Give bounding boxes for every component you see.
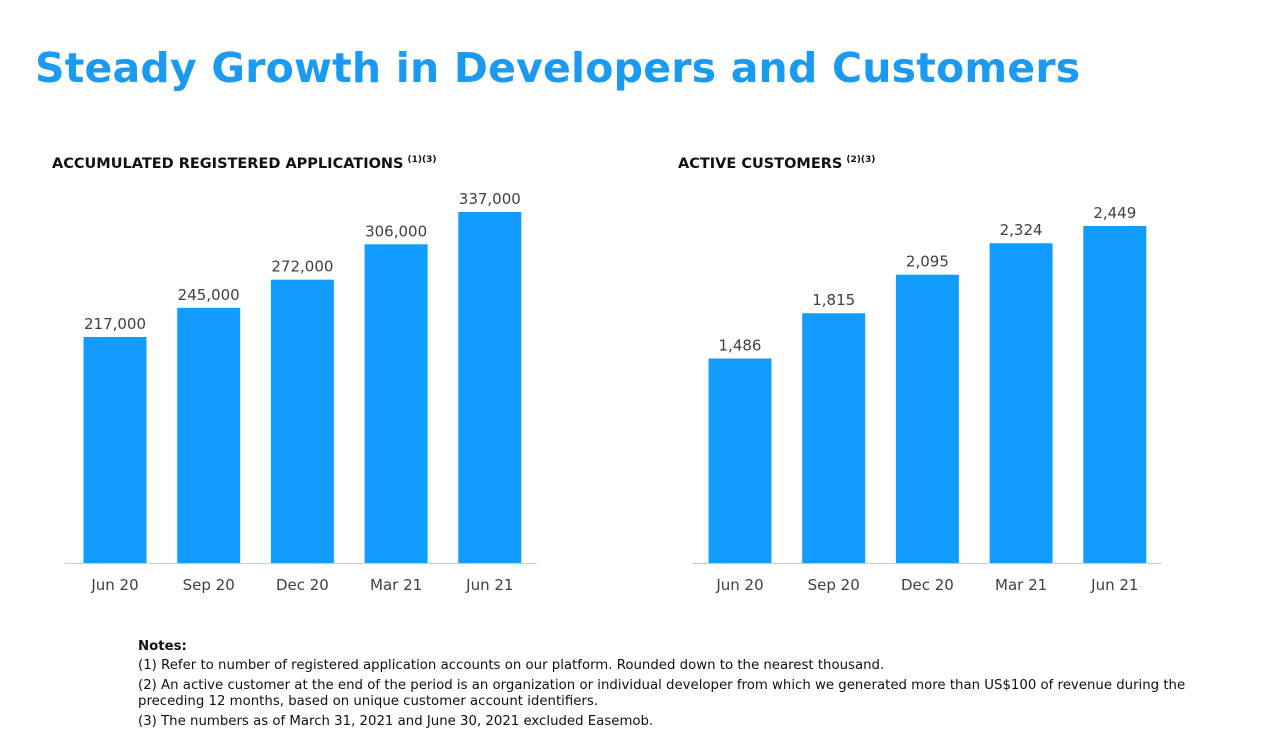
chart-title-text: ACCUMULATED REGISTERED APPLICATIONS <box>52 156 404 172</box>
chart-title-footnotes: (1)(3) <box>407 155 437 165</box>
x-tick-label: Mar 21 <box>995 576 1047 594</box>
note-3: (3) The numbers as of March 31, 2021 and… <box>138 714 654 729</box>
data-label: 272,000 <box>271 258 333 276</box>
bar <box>270 279 334 563</box>
notes-heading: Notes: <box>138 639 187 654</box>
notes: Notes: (1) Refer to number of registered… <box>138 639 1248 734</box>
x-tick-label: Sep 20 <box>808 576 860 594</box>
chart-title-applications: ACCUMULATED REGISTERED APPLICATIONS (1)(3… <box>52 155 436 172</box>
bar <box>895 274 959 563</box>
data-label: 337,000 <box>459 190 521 208</box>
bar <box>802 313 866 563</box>
x-tick-label: Jun 21 <box>465 576 513 594</box>
x-tick-label: Jun 20 <box>90 576 138 594</box>
data-label: 1,815 <box>812 291 855 309</box>
data-label: 217,000 <box>84 315 146 333</box>
x-tick-label: Sep 20 <box>183 576 235 594</box>
bar <box>83 336 147 563</box>
chart-title-customers: ACTIVE CUSTOMERS (2)(3) <box>678 155 875 172</box>
x-tick-label: Jun 21 <box>1090 576 1138 594</box>
x-tick-label: Dec 20 <box>901 576 954 594</box>
page-title: Steady Growth in Developers and Customer… <box>35 44 1081 92</box>
chart-title-footnotes: (2)(3) <box>846 155 876 165</box>
data-label: 1,486 <box>719 337 762 355</box>
bar <box>364 244 428 563</box>
data-label: 245,000 <box>178 286 240 304</box>
bar <box>177 307 241 563</box>
x-tick-label: Jun 20 <box>715 576 763 594</box>
data-label: 2,095 <box>906 253 949 271</box>
bar <box>989 243 1053 563</box>
bar <box>708 358 772 563</box>
x-tick-label: Mar 21 <box>370 576 422 594</box>
data-label: 306,000 <box>365 222 427 240</box>
note-2: (2) An active customer at the end of the… <box>138 678 1186 709</box>
bar <box>458 212 522 563</box>
data-label: 2,449 <box>1093 204 1136 222</box>
x-tick-label: Dec 20 <box>276 576 329 594</box>
bar <box>1083 226 1147 563</box>
chart-title-text: ACTIVE CUSTOMERS <box>678 156 843 172</box>
note-1: (1) Refer to number of registered applic… <box>138 658 885 673</box>
data-label: 2,324 <box>1000 221 1043 239</box>
